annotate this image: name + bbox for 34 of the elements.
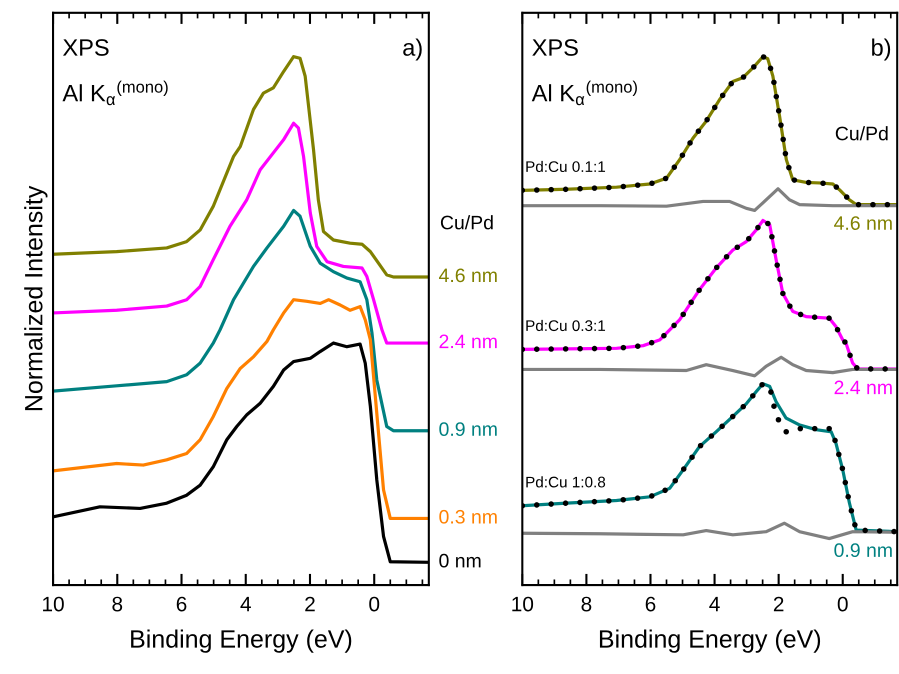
series-label: 0.9 nm [439, 422, 497, 436]
x-tick-label: 4 [709, 596, 720, 612]
x-tick-label: 10 [512, 596, 534, 612]
series-label: Pd:Cu 0.3:1 [526, 320, 606, 332]
x-tick-label: 2 [774, 596, 784, 612]
series-label: 0.9 nm [834, 543, 892, 558]
series-label: 2.4 nm [440, 334, 497, 348]
annotation: Al K$_{α}$$^{(mono)}$ [532, 80, 637, 106]
x-tick-label: 8 [112, 596, 122, 612]
x-tick-label: 8 [582, 596, 592, 612]
series-label: 4.6 nm [834, 216, 892, 230]
x-tick-label: 0 [838, 596, 848, 612]
series-label: 0.3 nm [439, 510, 497, 524]
x-axis-title: Binding Energy (eV) [131, 629, 352, 653]
series-label: 2.4 nm [834, 380, 892, 394]
x-tick-label: 0 [369, 596, 380, 612]
series-label: Pd:Cu 0.1:1 [526, 160, 606, 172]
series-label: 4.6 nm [438, 268, 497, 282]
series-label: 0 nm [439, 554, 480, 568]
x-tick-label: 2 [305, 596, 315, 612]
text: XPS [532, 39, 578, 56]
annotation: Al K$_{α}$$^{(mono)}$ [62, 80, 168, 106]
x-axis-title: Binding Energy (eV) [600, 629, 820, 653]
legend-title: Cu/Pd [836, 126, 888, 140]
annotation: a) [403, 38, 422, 61]
x-tick-label: 4 [240, 596, 251, 612]
text: XPS [62, 39, 109, 56]
legend-title: Cu/Pd [440, 215, 493, 230]
x-tick-label: 6 [176, 596, 186, 612]
x-tick-label: 6 [646, 596, 656, 612]
series-label: Pd:Cu 1:0.8 [526, 476, 606, 488]
y-axis-title: Normalized Intensity [24, 186, 48, 410]
x-tick-label: 10 [43, 596, 64, 612]
annotation: b) [872, 38, 890, 61]
